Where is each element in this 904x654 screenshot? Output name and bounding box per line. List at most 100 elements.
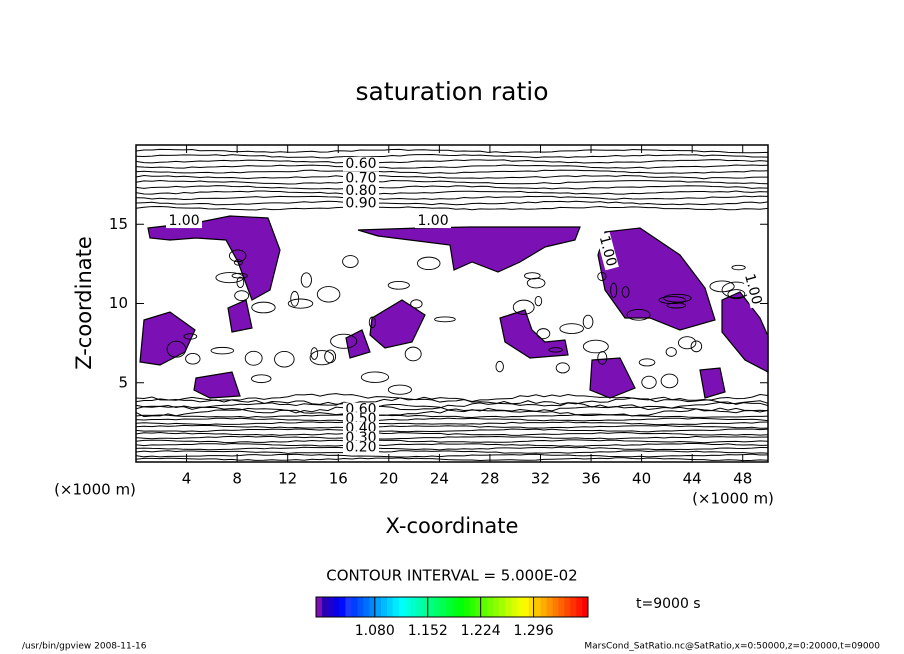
colorbar-cell: [327, 597, 335, 617]
contour-line: [597, 271, 607, 281]
x-tick-label: 36: [581, 470, 600, 488]
contour-line: [135, 153, 769, 159]
contour-line: [135, 428, 769, 433]
contour-line: [658, 296, 686, 305]
x-tick-label: 32: [531, 470, 550, 488]
supersaturated-region: [357, 226, 581, 273]
supersaturated-region: [227, 299, 253, 333]
contour-line: [228, 249, 247, 263]
contour-line: [665, 347, 677, 357]
contour-line: [310, 347, 319, 360]
contour-line: [135, 442, 769, 447]
contour-line: [404, 346, 422, 362]
contour-line: [641, 375, 657, 389]
contour-line: [135, 400, 769, 411]
contour-line: [316, 286, 341, 303]
y-tick-label: 5: [118, 373, 128, 391]
colorbar-cell: [475, 597, 482, 617]
colorbar-cell: [381, 597, 388, 617]
contour-label: 1.00: [417, 213, 448, 229]
colorbar-cell: [481, 597, 488, 617]
colorbar-tick-label: 1.296: [514, 623, 554, 639]
colorbar-cell: [404, 597, 411, 617]
contour-line: [231, 272, 248, 279]
contour-line: [548, 347, 563, 353]
contour-line: [638, 358, 656, 367]
colorbar-cell: [570, 597, 577, 617]
contour-line: [135, 200, 769, 206]
contour-line: [690, 340, 703, 353]
contour-line: [300, 272, 312, 288]
colorbar-cell: [339, 597, 346, 617]
contour-line: [210, 346, 235, 355]
y-tick-label: 10: [109, 294, 128, 312]
contour-line: [495, 360, 504, 373]
colorbar-cell: [511, 597, 518, 617]
contour-line: [135, 457, 769, 462]
colorbar-cell: [333, 597, 340, 617]
contour-line: [660, 373, 679, 389]
x-tick-label: 16: [329, 470, 348, 488]
supersaturated-region: [369, 299, 426, 349]
colorbar-tick-label: 1.152: [408, 623, 448, 639]
contour-line: [135, 424, 769, 429]
supersaturated-region: [499, 309, 569, 359]
x-unit: (×1000 m): [692, 490, 774, 508]
colorbar-cell: [398, 597, 405, 617]
label-background: [596, 231, 619, 271]
contour-line: [387, 280, 410, 290]
contour-line: [309, 350, 335, 366]
label-background: [342, 440, 379, 455]
x-tick-label: 24: [430, 470, 449, 488]
contour-line: [135, 393, 769, 403]
y-axis-label: Z-coordinate: [72, 236, 96, 370]
contour-line: [290, 290, 300, 307]
colorbar-cell: [363, 597, 370, 617]
x-axis-label: X-coordinate: [386, 514, 519, 538]
contour-label: 0.80: [345, 183, 376, 199]
contour-line: [731, 264, 746, 271]
colorbar-cell: [552, 597, 559, 617]
supersaturated-region: [699, 367, 726, 399]
contour-line: [512, 299, 535, 315]
colorbar-cell: [534, 597, 541, 617]
contour-line: [610, 282, 618, 298]
colorbar-tick-label: 1.224: [461, 623, 501, 639]
contour-line: [666, 302, 687, 309]
contour-line: [342, 255, 359, 268]
colorbar-cell: [428, 597, 435, 617]
contour-line: [555, 362, 570, 374]
contour-line: [135, 439, 769, 444]
label-background: [342, 171, 379, 186]
contour-line: [244, 350, 263, 366]
y-tick-label: 15: [109, 215, 128, 233]
colorbar-cell: [410, 597, 417, 617]
contour-label: 1.00: [168, 213, 199, 229]
contour-line: [135, 432, 769, 436]
colorbar-cell: [564, 597, 571, 617]
contour-line: [621, 286, 630, 298]
colorbar-cell: [452, 597, 459, 617]
contour-line: [135, 450, 769, 454]
contour-line: [135, 195, 769, 201]
contour-line: [582, 314, 594, 329]
colorbar-cell: [434, 597, 441, 617]
contour-line: [526, 277, 546, 289]
colorbar-cell: [463, 597, 471, 617]
supersaturated-region: [345, 329, 371, 359]
contour-line: [135, 164, 769, 169]
colorbar-cell: [416, 597, 423, 617]
contour-line: [434, 316, 456, 323]
contour-line: [135, 396, 769, 407]
contour-line: [135, 190, 769, 195]
contour-line: [360, 371, 390, 383]
contour-line: [727, 289, 746, 300]
colorbar-cell: [540, 597, 547, 617]
colorbar-cell: [392, 597, 400, 617]
chart-title: saturation ratio: [355, 77, 548, 106]
contour-line: [135, 205, 769, 211]
label-background: [342, 196, 379, 211]
colorbar-cell: [375, 597, 382, 617]
contour-line: [135, 421, 769, 426]
label-background: [342, 183, 379, 198]
